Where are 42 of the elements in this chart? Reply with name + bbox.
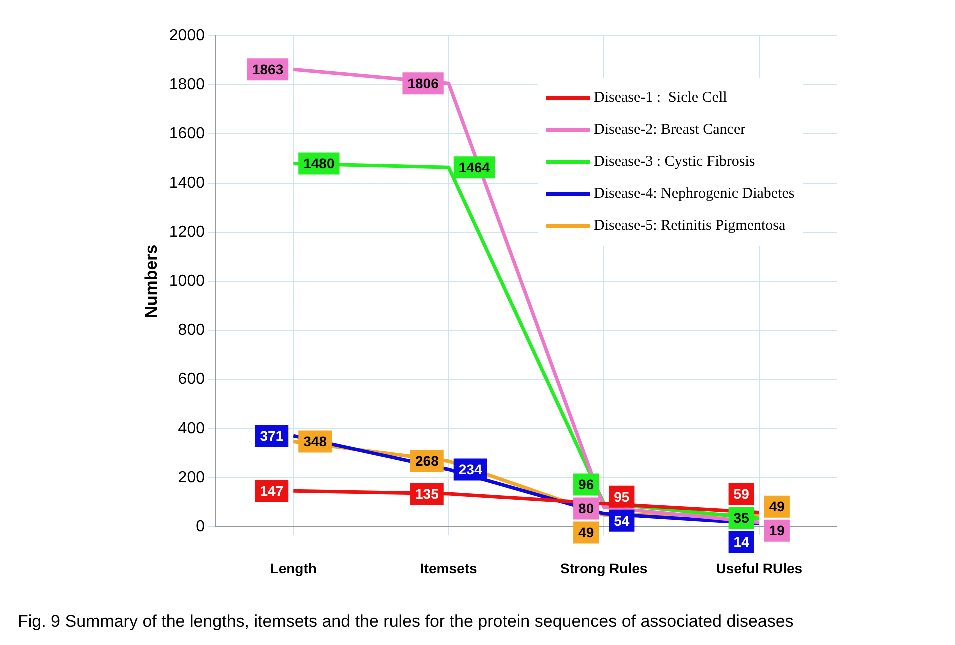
- y-tick-label: 0: [196, 518, 206, 536]
- data-label: 1806: [408, 76, 440, 92]
- legend-label: Disease-5: Retinitis Pigmentosa: [594, 218, 786, 234]
- data-label: 35: [734, 510, 750, 526]
- y-tick-label: 2000: [169, 27, 206, 44]
- y-tick-label: 1000: [169, 273, 206, 290]
- y-tick-label: 1200: [169, 224, 206, 241]
- data-label: 80: [578, 500, 594, 517]
- x-tick-label: Strong Rules: [560, 560, 648, 576]
- y-axis-title: Numbers: [142, 244, 161, 318]
- data-label: 54: [614, 512, 630, 529]
- data-label: 19: [769, 522, 786, 539]
- data-label: 1464: [458, 160, 490, 176]
- caption: Fig. 9 Summary of the lengths, itemsets and the rules for the protein sequences of associated diseases: [17, 612, 795, 632]
- x-tick-label: Useful RUles: [716, 560, 803, 576]
- y-tick-label: 1400: [169, 174, 206, 192]
- data-label: 135: [416, 486, 440, 502]
- data-label: 268: [416, 453, 440, 470]
- y-tick-label: 800: [178, 322, 206, 340]
- data-label: 1863: [252, 62, 284, 78]
- data-label: 59: [734, 486, 750, 502]
- data-label: 95: [614, 488, 630, 505]
- data-label: 234: [458, 462, 482, 478]
- data-label: 371: [260, 428, 284, 444]
- data-label: 14: [734, 534, 750, 550]
- legend-label: Disease-1 : Sicle Cell: [594, 90, 728, 106]
- data-label: 147: [260, 482, 284, 499]
- data-label: 49: [769, 498, 786, 515]
- x-tick-label: Length: [270, 560, 317, 576]
- y-tick-label: 1600: [169, 126, 206, 143]
- y-tick-label: 1800: [169, 76, 206, 94]
- y-tick-label: 600: [178, 371, 206, 388]
- data-label: 96: [578, 476, 594, 493]
- data-label: 1480: [304, 156, 335, 172]
- x-tick-label: Itemsets: [420, 560, 478, 576]
- legend-label: Disease-3 : Cystic Fibrosis: [594, 154, 756, 170]
- y-tick-label: 200: [178, 469, 206, 486]
- legend-label: Disease-2: Breast Cancer: [594, 122, 746, 138]
- y-tick-label: 400: [178, 420, 206, 438]
- legend-label: Disease-4: Nephrogenic Diabetes: [594, 186, 795, 202]
- data-label: 348: [304, 434, 328, 450]
- data-label: 49: [578, 524, 594, 541]
